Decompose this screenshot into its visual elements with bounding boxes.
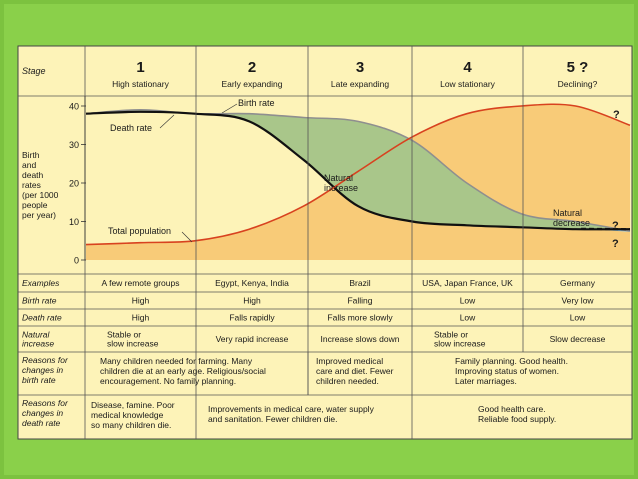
- row-label: Examples: [22, 278, 60, 288]
- y-tick-label: 20: [69, 179, 79, 189]
- stage-1-name: High stationary: [112, 79, 169, 89]
- reasons-birth-stage1-2: encouragement. No family planning.: [100, 376, 236, 386]
- birth-rate-annotation: Birth rate: [238, 98, 275, 108]
- y-tick-label: 0: [74, 256, 79, 266]
- death-rate-line: [85, 110, 631, 231]
- y-axis-label-line: and: [22, 160, 36, 170]
- stage-3-number: 3: [356, 59, 364, 76]
- y-axis-label-line: people: [22, 200, 48, 210]
- row-label: Death rate: [22, 313, 62, 323]
- reasons-birth-stage1-2: Many children needed for farming. Many: [100, 356, 253, 366]
- stage-5-name: Declining?: [558, 79, 598, 89]
- natural-decrease-annotation-line2: decrease: [553, 218, 590, 228]
- row-cell: Stable or: [434, 330, 468, 340]
- y-tick-label: 30: [69, 140, 79, 150]
- stage-2-name: Early expanding: [222, 79, 283, 89]
- table-grid: [18, 46, 632, 439]
- table-rows: Examples A few remote groups Egypt, Kenya,…: [22, 278, 606, 349]
- y-axis-label-line: Birth: [22, 150, 40, 160]
- reasons-death-stage2-3: Improvements in medical care, water supp…: [208, 404, 375, 414]
- reasons-birth-stage4-5: Later marriages.: [455, 376, 517, 386]
- row-cell: Falls more slowly: [327, 313, 393, 323]
- reasons-death-stage4-5: Good health care.: [478, 404, 546, 414]
- reasons-death-stage4-5: Reliable food supply.: [478, 414, 556, 424]
- stage-2-number: 2: [248, 59, 256, 76]
- stage-4-number: 4: [463, 59, 472, 76]
- death-rate-pointer: [159, 114, 175, 129]
- row-cell: Germany: [560, 278, 596, 288]
- reasons-birth-label: birth rate: [22, 375, 56, 385]
- stage-header: 1 High stationary 2 Early expanding 3 Late ex…: [112, 59, 597, 89]
- y-axis-label-line: death: [22, 170, 44, 180]
- y-tick-label: 40: [69, 102, 79, 112]
- row-cell: A few remote groups: [102, 278, 180, 288]
- reasons-birth-label: changes in: [22, 365, 63, 375]
- y-axis-label-line: (per 1000: [22, 190, 59, 200]
- row-cell: Very rapid increase: [216, 334, 289, 344]
- reasons-birth-stage3: care and diet. Fewer: [316, 366, 394, 376]
- population-question-mark: ?: [613, 109, 620, 121]
- reasons-death-stage1: so many children die.: [91, 420, 171, 430]
- chart-lines: [85, 103, 631, 246]
- natural-decrease-annotation-line1: Natural: [553, 208, 582, 218]
- y-tick-label: 10: [69, 217, 79, 227]
- reasons-death-label: Reasons for: [22, 398, 69, 408]
- row-cell: Low: [460, 296, 476, 306]
- y-ticks: 40 30 20 10 0: [69, 102, 86, 266]
- reasons-birth-label: Reasons for: [22, 355, 69, 365]
- reasons-death-stage2-3: and sanitation. Fewer children die.: [208, 414, 337, 424]
- row-cell: slow increase: [434, 339, 486, 349]
- reasons-birth-stage3: children needed.: [316, 376, 379, 386]
- row-cell: Low: [460, 313, 476, 323]
- row-cell: Brazil: [349, 278, 370, 288]
- stage-4-name: Low stationary: [440, 79, 496, 89]
- natural-increase-annotation-line2: increase: [324, 183, 358, 193]
- death-question-mark: ?: [612, 238, 619, 250]
- row-cell: High: [132, 296, 150, 306]
- stage-3-name: Late expanding: [331, 79, 389, 89]
- total-population-pointer: [181, 231, 193, 243]
- total-population-annotation: Total population: [108, 226, 171, 236]
- stage-label: Stage: [22, 66, 46, 76]
- row-cell: Increase slows down: [321, 334, 400, 344]
- birth-rate-pointer: [221, 103, 238, 114]
- row-label: Natural: [22, 330, 51, 340]
- stage-1-number: 1: [136, 59, 144, 76]
- row-cell: USA, Japan France, UK: [422, 278, 513, 288]
- row-cell: High: [132, 313, 150, 323]
- row-cell: Falling: [347, 296, 372, 306]
- reasons-birth-stage4-5: Family planning. Good health.: [455, 356, 568, 366]
- row-cell: Stable or: [107, 330, 141, 340]
- row-label: increase: [22, 339, 54, 349]
- total-population-line: [85, 103, 631, 246]
- reasons-birth-stage4-5: Improving status of women.: [455, 366, 559, 376]
- y-axis-label-line: per year): [22, 210, 56, 220]
- row-cell: High: [243, 296, 261, 306]
- y-axis-label-line: rates: [22, 180, 41, 190]
- row-cell: Very low: [561, 296, 594, 306]
- reasons-death-stage1: Disease, famine. Poor: [91, 400, 175, 410]
- row-cell: Low: [570, 313, 586, 323]
- row-cell: Slow decrease: [550, 334, 606, 344]
- natural-increase-annotation-line1: Natural: [324, 173, 353, 183]
- reasons-birth-stage3: Improved medical: [316, 356, 383, 366]
- row-label: Birth rate: [22, 296, 57, 306]
- reasons-death-label: changes in: [22, 408, 63, 418]
- reasons-death-stage1: medical knowledge: [91, 410, 164, 420]
- reasons-birth-stage1-2: children die at an early age. Religious/…: [100, 366, 266, 376]
- row-cell: Egypt, Kenya, India: [215, 278, 289, 288]
- row-cell: Falls rapidly: [229, 313, 275, 323]
- stage-5-number: 5 ?: [567, 59, 589, 76]
- death-rate-annotation: Death rate: [110, 123, 152, 133]
- reasons-death-label: death rate: [22, 418, 61, 428]
- birth-question-mark: ?: [612, 220, 619, 232]
- row-cell: slow increase: [107, 339, 159, 349]
